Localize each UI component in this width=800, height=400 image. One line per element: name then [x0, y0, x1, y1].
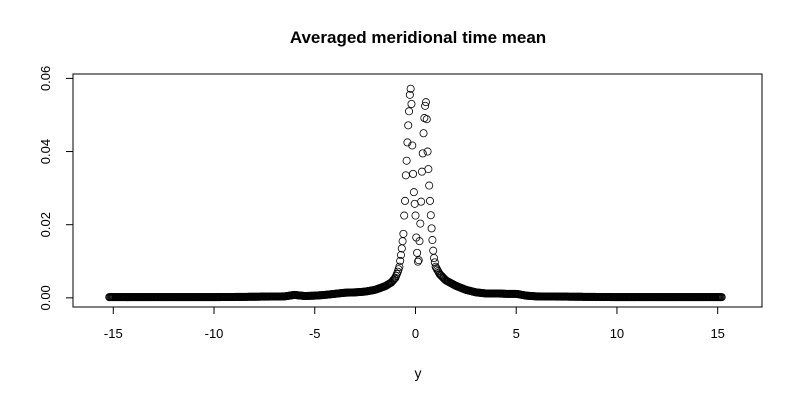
data-point: [425, 181, 434, 190]
x-tick-label: 5: [513, 326, 520, 341]
data-point: [430, 258, 439, 267]
data-point: [399, 229, 408, 238]
x-tick-label: 0: [412, 326, 419, 341]
data-point: [411, 211, 420, 220]
x-tick-label: -10: [205, 326, 224, 341]
y-tick-label: 0.04: [38, 139, 53, 164]
data-point: [408, 141, 417, 150]
chart-title: Averaged meridional time mean: [290, 28, 546, 47]
data-point: [405, 107, 414, 116]
y-tick-label: 0.00: [38, 285, 53, 310]
x-tick-label: 15: [710, 326, 724, 341]
data-point: [427, 224, 436, 233]
data-point: [421, 101, 430, 110]
data-point: [413, 248, 422, 257]
data-point: [421, 98, 430, 107]
data-point: [409, 188, 418, 197]
data-point: [396, 251, 405, 260]
data-point: [416, 219, 425, 228]
data-point: [423, 147, 432, 156]
data-point: [403, 138, 412, 147]
data-point: [406, 84, 415, 93]
x-axis: -15 -10 -5 0 5 10 15: [104, 306, 725, 341]
x-tick-label: 10: [610, 326, 624, 341]
y-tick-label: 0.06: [38, 66, 53, 91]
x-tick-label: -15: [104, 326, 123, 341]
data-point: [409, 169, 418, 178]
data-point: [429, 246, 438, 255]
data-point: [396, 256, 405, 265]
data-point: [428, 236, 437, 245]
data-points: [105, 84, 726, 302]
x-axis-label: y: [415, 365, 422, 381]
data-point: [424, 165, 433, 174]
data-point: [426, 211, 435, 220]
data-point: [397, 244, 406, 253]
data-point: [413, 257, 422, 266]
x-tick-label: -5: [309, 326, 321, 341]
data-point: [419, 129, 428, 138]
data-point: [404, 121, 413, 130]
data-point: [425, 196, 434, 205]
data-point: [415, 237, 424, 246]
data-point: [398, 237, 407, 246]
data-point: [417, 197, 426, 206]
data-point: [717, 293, 726, 302]
data-point: [400, 211, 409, 220]
data-point: [395, 262, 404, 271]
data-point: [402, 156, 411, 165]
data-point: [414, 256, 423, 265]
data-point: [401, 171, 410, 180]
data-point: [430, 253, 439, 262]
y-tick-label: 0.02: [38, 212, 53, 237]
data-point: [401, 196, 410, 205]
data-point: [407, 99, 416, 108]
y-axis: 0.00 0.02 0.04 0.06: [38, 66, 74, 311]
data-point: [405, 90, 414, 99]
data-point: [418, 149, 427, 158]
data-point: [422, 115, 431, 124]
